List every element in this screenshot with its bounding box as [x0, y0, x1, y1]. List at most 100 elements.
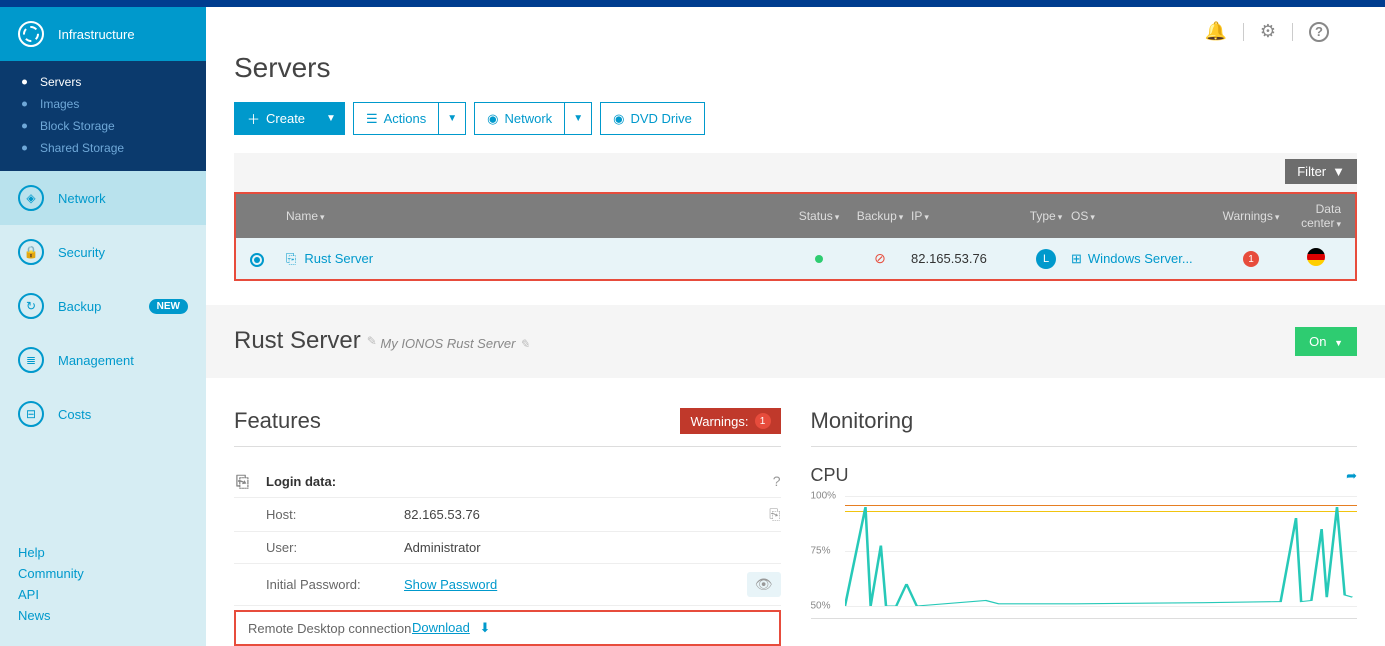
network-group: ◉ Network ▼	[474, 102, 592, 135]
link-api[interactable]: API	[18, 584, 188, 605]
power-button[interactable]: On ▼	[1295, 327, 1357, 356]
row-select[interactable]	[250, 251, 286, 267]
link-news[interactable]: News	[18, 605, 188, 626]
download-link[interactable]: Download	[412, 620, 470, 635]
list-icon: ☰	[366, 111, 378, 127]
cpu-chart: 100% 75% 50%	[811, 496, 1358, 606]
col-os[interactable]: OS▾	[1071, 209, 1211, 223]
y-label-100: 100%	[811, 491, 837, 502]
rdp-row: Remote Desktop connection Download ⬇	[234, 610, 781, 646]
eye-icon[interactable]: 👁	[747, 572, 781, 597]
row-ip: 82.165.53.76	[911, 251, 1021, 266]
col-type[interactable]: Type▾	[1021, 209, 1071, 223]
pw-value: Show Password	[404, 577, 747, 592]
create-caret[interactable]: ▼	[317, 102, 345, 135]
row-os[interactable]: ⊞ Windows Server...	[1071, 251, 1211, 267]
filter-label: Filter	[1297, 164, 1326, 179]
password-row: Initial Password: Show Password 👁	[234, 564, 781, 606]
user-label: User:	[234, 540, 404, 555]
detail-left: Rust Server ✎ My IONOS Rust Server ✎	[234, 327, 530, 355]
copy-host-icon[interactable]: ⎘	[769, 506, 780, 523]
nav-sub-shared-storage[interactable]: Shared Storage	[0, 137, 206, 159]
col-backup[interactable]: Backup▾	[849, 209, 911, 223]
y-label-75: 75%	[811, 546, 831, 557]
monitoring-head: Monitoring	[811, 408, 1358, 447]
cpu-chart-card: CPU ➦ 100% 75% 50%	[811, 465, 1358, 619]
table-row[interactable]: ⎘ Rust Server ⊘ 82.165.53.76 L ⊞ Windows…	[236, 238, 1355, 279]
backup-icon: ↻	[18, 293, 44, 319]
network-button[interactable]: ◉ Network	[474, 102, 564, 135]
detail-panel: Rust Server ✎ My IONOS Rust Server ✎ On …	[206, 305, 1385, 378]
network-caret[interactable]: ▼	[564, 102, 592, 135]
nav-sub-images[interactable]: Images	[0, 93, 206, 115]
nav-sub-servers[interactable]: Servers	[0, 71, 206, 93]
filter-wrap: Filter ▼	[234, 153, 1357, 192]
content: Servers ＋ Create ▼ ☰ Actions ▼	[206, 42, 1385, 281]
table-panel: Filter ▼ Name▾ Status▾ Backup▾ IP▾ Type▾…	[234, 153, 1357, 281]
col-status[interactable]: Status▾	[789, 209, 849, 223]
radio-icon	[250, 253, 264, 267]
divider	[1292, 23, 1293, 41]
type-badge: L	[1036, 249, 1056, 269]
monitoring-column: Monitoring CPU ➦ 100% 75% 50%	[811, 408, 1358, 646]
lock-icon: 🔒	[18, 239, 44, 265]
edit-subtitle-icon[interactable]: ✎	[519, 337, 529, 351]
rdp-label: Remote Desktop connection	[242, 621, 412, 636]
col-ip[interactable]: IP▾	[911, 209, 1021, 223]
row-name[interactable]: ⎘ Rust Server	[286, 251, 789, 267]
gear-icon[interactable]: ⚙	[1260, 21, 1276, 42]
create-button[interactable]: ＋ Create	[234, 102, 317, 135]
clipboard-icon: ≣	[18, 347, 44, 373]
warnings-pill[interactable]: Warnings: 1	[680, 408, 780, 434]
edit-title-icon[interactable]: ✎	[367, 334, 377, 348]
nav-costs[interactable]: ⊟ Costs	[0, 387, 206, 441]
link-community[interactable]: Community	[18, 563, 188, 584]
nav-label: Backup	[58, 299, 101, 314]
cpu-title: CPU	[811, 465, 849, 486]
layout: Infrastructure Servers Images Block Stor…	[0, 7, 1385, 646]
flag-de-icon	[1307, 248, 1325, 266]
nav-infrastructure[interactable]: Infrastructure	[0, 7, 206, 61]
windows-icon: ⊞	[1071, 251, 1082, 267]
host-label: Host:	[234, 507, 404, 522]
filter-button[interactable]: Filter ▼	[1285, 159, 1357, 184]
actions-button[interactable]: ☰ Actions	[353, 102, 438, 135]
nav-network[interactable]: ◈ Network	[0, 171, 206, 225]
col-datacenter[interactable]: Data center▾	[1291, 202, 1341, 230]
link-help[interactable]: Help	[18, 542, 188, 563]
host-value: 82.165.53.76	[404, 507, 769, 522]
actions-caret[interactable]: ▼	[438, 102, 466, 135]
nav-security[interactable]: 🔒 Security	[0, 225, 206, 279]
server-name-text: Rust Server	[304, 251, 373, 266]
login-data-row: Login data: ?	[234, 465, 781, 498]
login-help-icon[interactable]: ?	[773, 473, 781, 489]
cpu-sparkline	[845, 496, 1358, 606]
host-row: Host: 82.165.53.76 ⎘	[234, 498, 781, 532]
nav-management[interactable]: ≣ Management	[0, 333, 206, 387]
y-label-50: 50%	[811, 601, 831, 612]
network-label: Network	[505, 111, 553, 126]
warnings-count: 1	[755, 413, 771, 429]
nav-backup[interactable]: ↻ Backup NEW	[0, 279, 206, 333]
page-title: Servers	[234, 52, 1357, 84]
rdp-value: Download ⬇	[412, 620, 773, 636]
show-password-link[interactable]: Show Password	[404, 577, 497, 592]
bell-icon[interactable]: 🔔	[1204, 21, 1226, 42]
create-group: ＋ Create ▼	[234, 102, 345, 135]
col-name[interactable]: Name▾	[286, 209, 789, 223]
status-dot-icon	[815, 255, 823, 263]
disc-icon: ◉	[613, 111, 624, 127]
detail-subtitle: My IONOS Rust Server ✎	[380, 336, 529, 351]
row-type: L	[1021, 249, 1071, 269]
cpu-chart-head: CPU ➦	[811, 465, 1358, 486]
columns: Features Warnings: 1 Login data: ? Host:…	[206, 378, 1385, 646]
help-icon[interactable]: ?	[1309, 22, 1329, 42]
share-icon[interactable]: ➦	[1346, 468, 1357, 484]
actions-label: Actions	[384, 111, 427, 126]
costs-icon: ⊟	[18, 401, 44, 427]
gridline	[845, 606, 1358, 607]
nav-sub-block-storage[interactable]: Block Storage	[0, 115, 206, 137]
dvd-button[interactable]: ◉ DVD Drive	[600, 102, 705, 135]
col-warnings[interactable]: Warnings▾	[1211, 209, 1291, 223]
toolbar: ＋ Create ▼ ☰ Actions ▼ ◉ Network	[234, 102, 1357, 135]
